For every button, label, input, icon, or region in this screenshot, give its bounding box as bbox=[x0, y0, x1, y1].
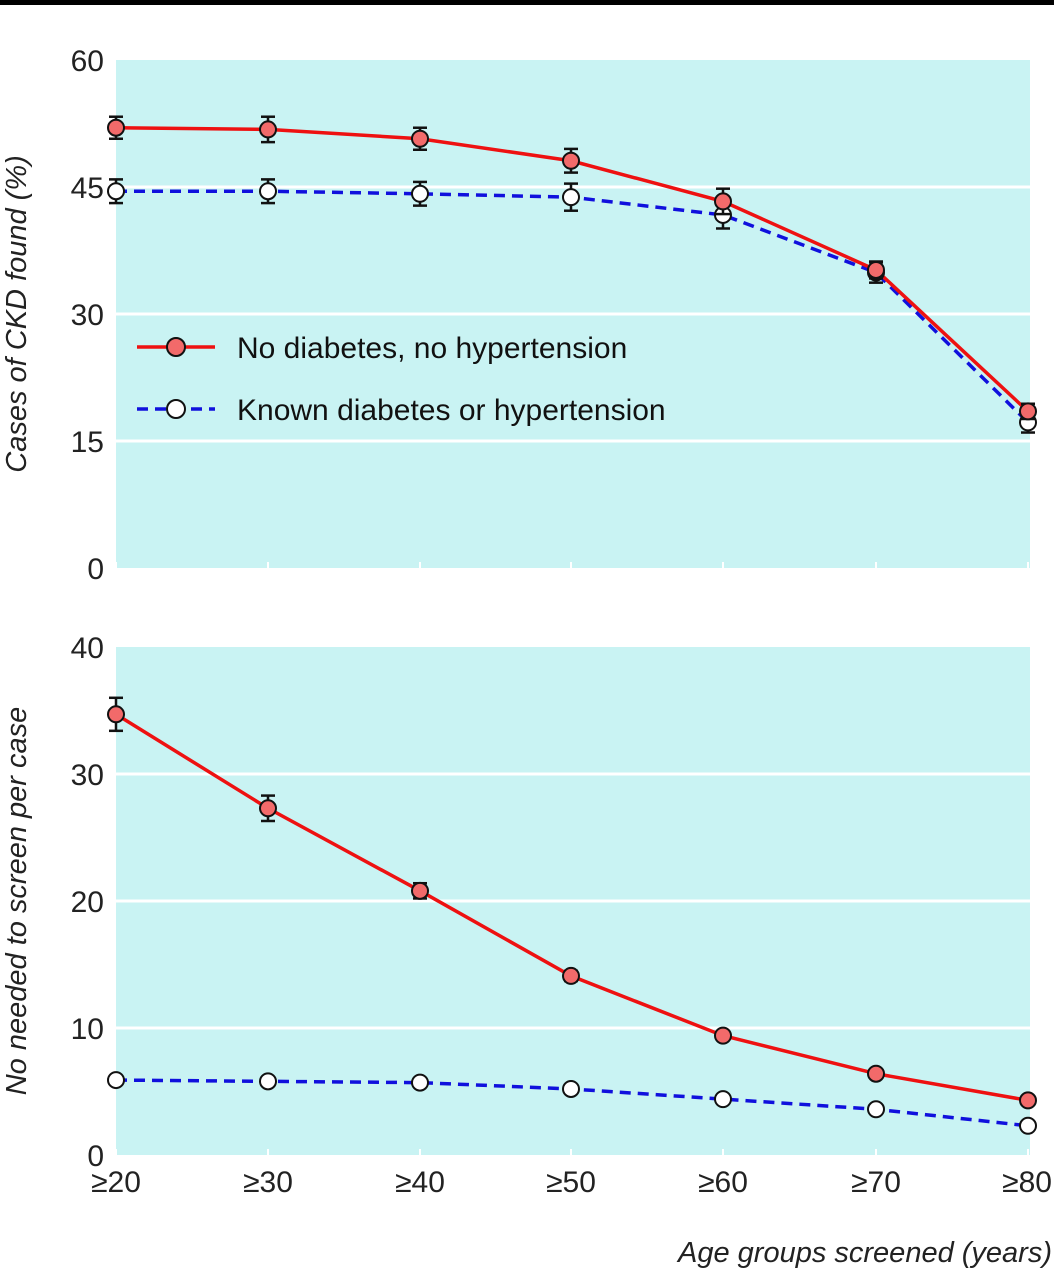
data-point-no-diabetes bbox=[714, 1026, 732, 1045]
y-tick-label: 60 bbox=[71, 45, 104, 78]
data-point-no-diabetes bbox=[259, 120, 277, 139]
data-point-no-diabetes bbox=[562, 151, 580, 170]
y-tick-label: 15 bbox=[71, 426, 104, 459]
y-tick-label: 10 bbox=[71, 1013, 104, 1046]
data-point-no-diabetes bbox=[107, 118, 125, 137]
legend-swatch-marker bbox=[166, 399, 186, 419]
y-tick-label: 30 bbox=[71, 299, 104, 332]
legend-item: Known diabetes or hypertension bbox=[137, 394, 666, 427]
data-point-known-diabetes bbox=[259, 1072, 277, 1091]
data-point-known-diabetes bbox=[562, 188, 580, 207]
legend-label: Known diabetes or hypertension bbox=[237, 394, 666, 427]
data-point-no-diabetes bbox=[411, 881, 429, 900]
data-point-known-diabetes bbox=[562, 1079, 580, 1098]
y-axis-title: No needed to screen per case bbox=[1, 707, 33, 1096]
data-point-known-diabetes bbox=[1019, 1116, 1037, 1135]
data-point-known-diabetes bbox=[411, 184, 429, 203]
y-tick-label: 0 bbox=[87, 553, 104, 586]
y-tick-label: 45 bbox=[71, 172, 104, 205]
y-tick-label: 20 bbox=[71, 886, 104, 919]
data-point-no-diabetes bbox=[562, 966, 580, 985]
data-point-no-diabetes bbox=[867, 1064, 885, 1083]
panel-cases-found: 0 15 30 45 60 Cases of CKD found (%) No diabet… bbox=[1, 45, 1037, 586]
panel-number-needed: 0 10 20 30 40 No needed to screen per case ≥20… bbox=[1, 632, 1052, 1199]
data-point-no-diabetes bbox=[107, 705, 125, 724]
data-point-no-diabetes bbox=[867, 260, 885, 279]
x-axis-title: Age groups screened (years) bbox=[676, 1237, 1052, 1269]
y-tick-label: 40 bbox=[71, 632, 104, 665]
x-tick-label: ≥20 bbox=[91, 1166, 141, 1199]
data-point-no-diabetes bbox=[1019, 1091, 1037, 1110]
data-point-no-diabetes bbox=[411, 129, 429, 148]
x-tick-label: ≥40 bbox=[395, 1166, 445, 1199]
data-point-known-diabetes bbox=[867, 1100, 885, 1119]
x-tick-label: ≥80 bbox=[1002, 1166, 1052, 1199]
data-point-known-diabetes bbox=[259, 182, 277, 201]
y-tick-label: 30 bbox=[71, 759, 104, 792]
y-axis-title: Cases of CKD found (%) bbox=[1, 155, 33, 473]
legend-swatch-marker bbox=[166, 337, 186, 357]
data-point-no-diabetes bbox=[1019, 402, 1037, 421]
data-point-known-diabetes bbox=[411, 1073, 429, 1092]
legend-item: No diabetes, no hypertension bbox=[137, 332, 627, 365]
legend-label: No diabetes, no hypertension bbox=[237, 332, 627, 365]
x-tick-label: ≥30 bbox=[243, 1166, 293, 1199]
data-point-known-diabetes bbox=[714, 1090, 732, 1109]
x-tick-label: ≥70 bbox=[851, 1166, 901, 1199]
x-tick-label: ≥50 bbox=[546, 1166, 596, 1199]
data-point-known-diabetes bbox=[107, 182, 125, 201]
data-point-known-diabetes bbox=[107, 1071, 125, 1090]
y-tick-label: 0 bbox=[87, 1140, 104, 1173]
x-tick-label: ≥60 bbox=[698, 1166, 748, 1199]
data-point-no-diabetes bbox=[259, 799, 277, 818]
data-point-no-diabetes bbox=[714, 192, 732, 211]
top-rule bbox=[0, 0, 1054, 5]
